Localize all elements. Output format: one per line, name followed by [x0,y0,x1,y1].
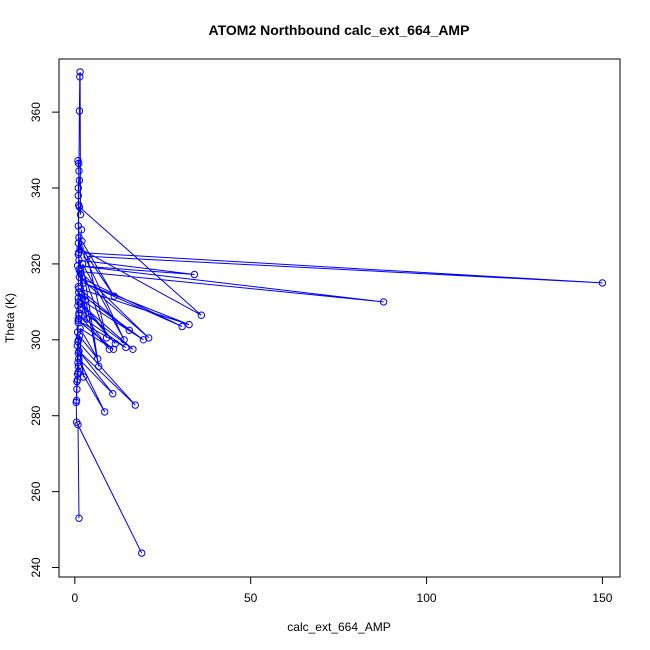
data-point [379,298,388,306]
data-point [94,355,102,363]
data-point [76,210,85,219]
x-tick-label: 100 [417,591,437,605]
data-point [75,107,84,115]
data-point [75,298,83,306]
data-point [74,222,83,230]
x-tick-label: 0 [71,591,78,605]
series-points [72,68,607,557]
data-point [74,317,83,325]
data-point [75,309,83,317]
data-point [75,167,83,175]
data-point [73,385,81,393]
data-point [79,279,88,287]
data-point [111,339,120,348]
data-point [74,368,83,376]
data-point [75,288,83,297]
data-point [105,345,114,353]
data-point [75,233,83,242]
data-point [129,345,137,353]
data-point [74,315,83,323]
y-tick-label: 320 [29,254,43,274]
y-axis: 240 260 280 300 320 340 360 [29,102,60,578]
series-path [75,71,603,554]
y-tick-label: 260 [29,481,43,501]
data-point [79,373,88,381]
data-point [74,362,83,371]
data-point [75,332,84,340]
data-point [122,343,130,352]
y-tick-label: 240 [29,557,43,577]
data-point [139,336,148,344]
data-point [76,269,85,278]
data-point [72,418,81,426]
data-point [74,358,82,367]
data-point [74,157,82,165]
data-point [197,311,206,319]
data-point [78,260,87,268]
data-point [102,334,111,342]
series-line [75,71,603,554]
data-point [75,176,84,185]
y-axis-label: Theta (K) [3,293,17,343]
data-point [74,302,82,310]
data-point [81,296,90,304]
data-point [75,311,83,319]
x-axis: 0 50 100 150 [71,576,613,605]
data-point [74,283,83,291]
data-point [131,401,140,409]
plot-frame [58,58,621,578]
data-point [83,315,91,323]
x-axis-label: calc_ext_664_AMP [287,620,390,634]
data-point [76,68,84,76]
data-point [73,328,82,336]
y-tick-label: 340 [29,178,43,198]
data-point [73,376,82,384]
y-tick-label: 280 [29,405,43,425]
y-tick-label: 360 [29,102,43,122]
data-point [101,408,109,416]
data-point [125,326,134,334]
data-point [190,270,199,279]
data-point [109,390,117,398]
data-point [598,279,607,287]
data-point [76,305,84,314]
data-point [72,396,81,405]
data-point [75,201,83,209]
chart-title: ATOM2 Northbound calc_ext_664_AMP [209,22,470,38]
y-tick-label: 300 [29,329,43,349]
data-point [75,265,83,274]
data-point [74,319,83,327]
data-point [74,349,83,357]
data-point [138,549,146,557]
data-point [75,514,83,522]
data-point [74,239,83,247]
data-point [76,73,84,81]
data-point [120,336,128,344]
data-point [145,334,153,342]
data-point [83,252,91,260]
data-point [95,362,103,371]
data-point [75,273,84,281]
x-tick-label: 50 [244,591,258,605]
data-point [75,355,83,363]
x-tick-label: 150 [592,591,612,605]
data-point [74,191,83,200]
data-point [110,292,118,300]
data-point [185,320,193,329]
data-point [178,322,186,331]
data-point [74,184,83,192]
data-point [73,341,82,350]
